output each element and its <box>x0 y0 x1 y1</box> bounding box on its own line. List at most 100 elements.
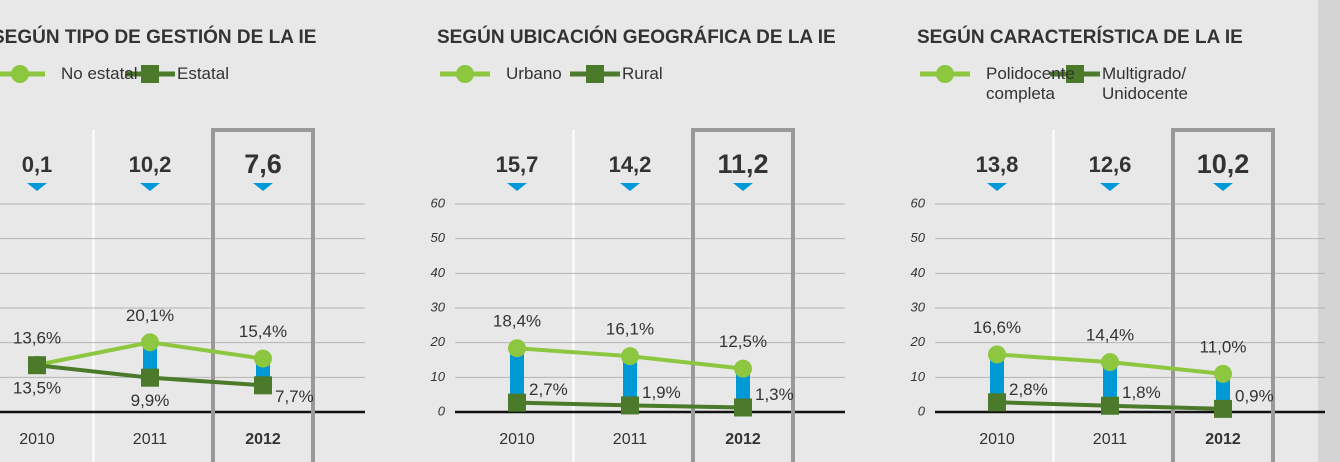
gap-arrow <box>507 183 527 191</box>
legend-marker <box>1066 65 1084 83</box>
x-tick-label: 2011 <box>1093 431 1128 448</box>
y-tick-label: 10 <box>431 369 446 384</box>
x-tick-label: 2012 <box>1205 431 1241 448</box>
legend-label: Urbano <box>506 64 562 83</box>
y-tick-label: 0 <box>918 403 926 418</box>
gap-label: 15,7 <box>496 152 539 177</box>
value-label: 9,9% <box>131 391 170 410</box>
point <box>254 349 272 368</box>
point <box>1214 399 1232 418</box>
x-tick-label: 2011 <box>613 431 648 448</box>
gap-label: 12,6 <box>1089 152 1132 177</box>
legend-label: Polidocente completa <box>986 64 1075 103</box>
legend-marker <box>586 65 604 83</box>
chart-title: SEGÚN UBICACIÓN GEOGRÁFICA DE LA IE <box>437 26 836 48</box>
x-tick-label: 2012 <box>245 431 281 448</box>
legend-marker <box>456 65 474 83</box>
y-tick-label: 30 <box>431 299 446 314</box>
chart-title: SEGÚN CARACTERÍSTICA DE LA IE <box>917 26 1243 48</box>
y-tick-label: 20 <box>910 334 926 349</box>
value-label: 13,5% <box>13 379 61 398</box>
point <box>254 376 272 395</box>
y-tick-label: 10 <box>911 369 926 384</box>
x-tick-label: 2012 <box>725 431 761 448</box>
point <box>508 339 526 358</box>
highlight-box <box>691 128 795 462</box>
value-label: 1,8% <box>1122 383 1161 402</box>
point <box>621 347 639 366</box>
y-tick-label: 20 <box>430 334 446 349</box>
legend-label: Estatal <box>177 64 229 83</box>
gap-bar <box>623 356 637 406</box>
value-label: 16,1% <box>606 320 654 339</box>
x-tick-label: 2011 <box>133 431 168 448</box>
gap-arrow <box>733 183 753 191</box>
gap-label: 0,1 <box>22 152 53 177</box>
gap-arrow <box>987 183 1007 191</box>
x-tick-label: 2010 <box>19 431 55 448</box>
point <box>1101 396 1119 415</box>
gap-bar <box>990 354 1004 403</box>
value-label: 16,6% <box>973 318 1021 337</box>
highlight-box <box>211 128 315 462</box>
gap-label: 10,2 <box>1197 149 1250 179</box>
gap-bar <box>736 368 750 408</box>
gap-label: 13,8 <box>976 152 1019 177</box>
y-tick-label: 40 <box>911 265 926 280</box>
value-label: 1,3% <box>755 385 794 404</box>
gap-label: 11,2 <box>717 149 768 179</box>
gap-arrow <box>140 183 160 191</box>
point <box>28 356 46 375</box>
y-tick-label: 50 <box>911 230 926 245</box>
x-tick-label: 2010 <box>499 431 535 448</box>
y-tick-label: 60 <box>911 195 926 210</box>
x-tick-label: 2010 <box>979 431 1015 448</box>
legend-label: Rural <box>622 64 663 83</box>
point <box>1214 364 1232 383</box>
legend-marker <box>11 65 29 83</box>
y-tick-label: 40 <box>431 265 446 280</box>
gap-label: 7,6 <box>244 149 282 179</box>
value-label: 20,1% <box>126 306 174 325</box>
gap-label: 10,2 <box>129 152 172 177</box>
value-label: 11,0% <box>1200 337 1247 356</box>
value-label: 13,6% <box>13 328 61 347</box>
gap-bar <box>510 348 524 403</box>
legend-label: Multigrado/ Unidocente <box>1102 64 1189 103</box>
legend-marker <box>141 65 159 83</box>
value-label: 14,4% <box>1086 326 1134 345</box>
gap-arrow <box>253 183 273 191</box>
point <box>1101 353 1119 372</box>
point <box>141 333 159 352</box>
gap-arrow <box>1100 183 1120 191</box>
gap-arrow <box>1213 183 1233 191</box>
legend-label: No estatal <box>61 64 138 83</box>
highlight-box <box>1171 128 1275 462</box>
point <box>508 393 526 412</box>
point <box>988 393 1006 412</box>
point <box>621 396 639 415</box>
legend-marker <box>936 65 954 83</box>
gap-arrow <box>620 183 640 191</box>
value-label: 18,4% <box>493 312 541 331</box>
y-tick-label: 30 <box>911 299 926 314</box>
value-label: 7,7% <box>275 387 314 406</box>
gap-label: 14,2 <box>609 152 652 177</box>
y-tick-label: 60 <box>431 195 446 210</box>
side-strip <box>1318 0 1340 462</box>
point <box>734 398 752 417</box>
value-label: 1,9% <box>642 383 681 402</box>
gap-bar <box>1103 362 1117 406</box>
value-label: 12,5% <box>719 332 767 351</box>
y-tick-label: 50 <box>431 230 446 245</box>
chart-title: SEGÚN TIPO DE GESTIÓN DE LA IE <box>0 26 316 48</box>
point <box>988 345 1006 364</box>
point <box>141 368 159 387</box>
value-label: 15,4% <box>239 322 287 341</box>
y-tick-label: 0 <box>438 403 446 418</box>
gap-arrow <box>27 183 47 191</box>
value-label: 2,8% <box>1009 380 1048 399</box>
value-label: 2,7% <box>529 380 568 399</box>
